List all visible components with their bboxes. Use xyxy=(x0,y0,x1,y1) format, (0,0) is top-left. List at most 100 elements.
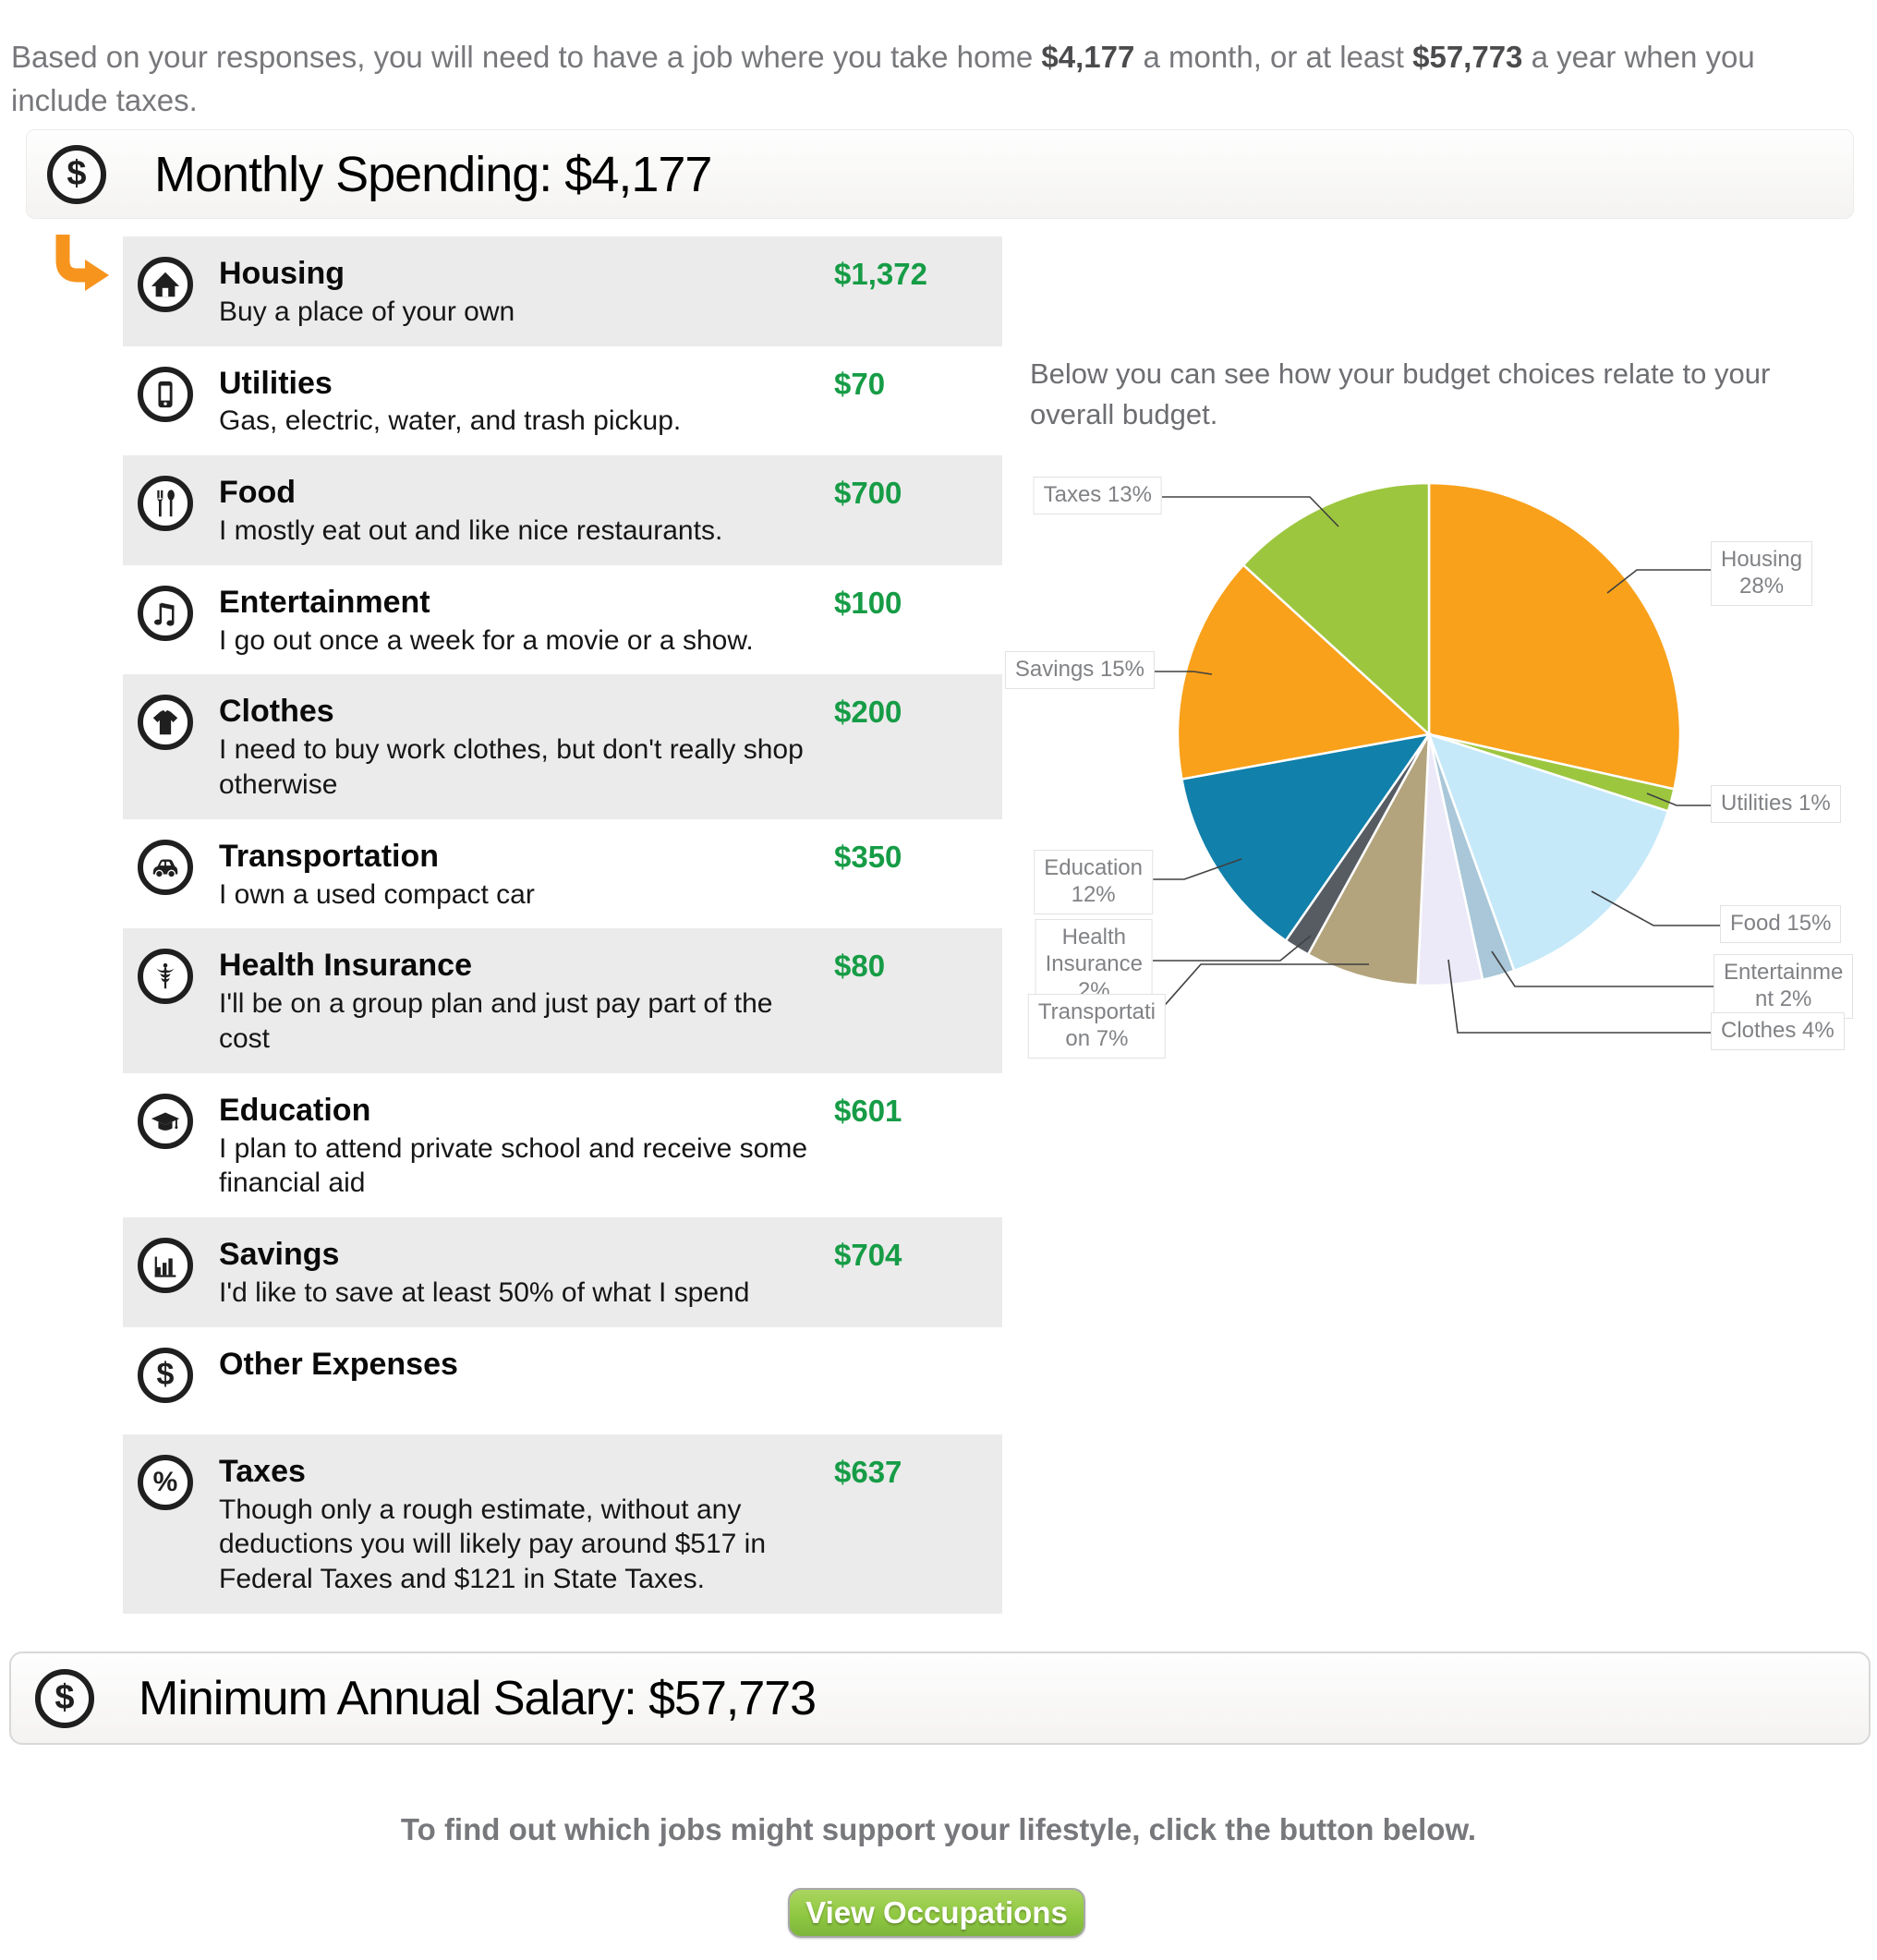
intro-monthly-amount: $4,177 xyxy=(1041,40,1135,74)
category-description: Buy a place of your own xyxy=(219,296,515,327)
budget-pie-chart: Taxes 13% Savings 15% Education 12% Heal… xyxy=(1004,443,1877,1071)
row-taxes[interactable]: % Taxes Though only a rough estimate, wi… xyxy=(123,1434,1002,1614)
caduceus-icon xyxy=(138,949,193,1005)
category-description: I'll be on a group plan and just pay par… xyxy=(219,988,773,1054)
category-description: I'd like to save at least 50% of what I … xyxy=(219,1276,750,1308)
category-name: Food xyxy=(219,475,297,511)
pie-label-savings: Savings 15% xyxy=(1004,651,1155,689)
intro-text: Based on your responses, you will need t… xyxy=(11,36,1854,123)
budget-category-list: Housing Buy a place of your own $1,372 U… xyxy=(123,236,1002,1614)
category-amount: $70 xyxy=(834,366,886,401)
house-icon xyxy=(138,257,193,312)
dollar-icon: $ xyxy=(47,144,106,204)
row-food[interactable]: Food I mostly eat out and like nice rest… xyxy=(123,455,1002,565)
tshirt-icon xyxy=(138,695,193,751)
category-description: I go out once a week for a movie or a sh… xyxy=(219,624,754,656)
category-name: Other Expenses xyxy=(219,1346,458,1382)
row-utilities[interactable]: Utilities Gas, electric, water, and tras… xyxy=(123,345,1002,456)
pie-label-education: Education 12% xyxy=(1034,850,1153,914)
music-note-icon xyxy=(138,585,193,641)
pie-slice-housing[interactable] xyxy=(1427,481,1682,791)
category-name: Utilities xyxy=(219,365,333,401)
pie-slice-education[interactable] xyxy=(1180,732,1432,943)
category-name: Taxes xyxy=(219,1453,306,1489)
intro-part2: a month, or at least xyxy=(1134,40,1413,74)
pie-slice-taxes[interactable] xyxy=(1241,481,1431,737)
dollar-icon: $ xyxy=(138,1347,193,1403)
monthly-spending-header: $ Monthly Spending: $4,177 xyxy=(26,129,1854,219)
row-education[interactable]: Education I plan to attend private schoo… xyxy=(123,1072,1002,1218)
row-other-expenses[interactable]: $ Other Expenses xyxy=(123,1326,1002,1434)
pie-slice-food[interactable] xyxy=(1426,732,1670,973)
category-amount: $704 xyxy=(834,1238,902,1273)
category-amount: $637 xyxy=(834,1454,902,1489)
row-housing[interactable]: Housing Buy a place of your own $1,372 xyxy=(123,236,1002,346)
row-entertainment[interactable]: Entertainment I go out once a week for a… xyxy=(123,564,1002,675)
savings-text: Savings I'd like to save at least 50% of… xyxy=(219,1236,834,1311)
category-name: Clothes xyxy=(219,694,334,730)
category-name: Savings xyxy=(219,1237,340,1273)
taxes-text: Taxes Though only a rough estimate, with… xyxy=(219,1453,834,1597)
category-name: Education xyxy=(219,1092,371,1128)
category-name: Transportation xyxy=(219,838,440,874)
category-amount: $200 xyxy=(834,695,902,730)
pie-label-food: Food 15% xyxy=(1720,905,1842,943)
category-amount: $1,372 xyxy=(834,257,927,291)
pie-slices xyxy=(1176,481,1682,987)
pie-label-entertainment: Entertainme nt 2% xyxy=(1714,954,1854,1019)
clothes-text: Clothes I need to buy work clothes, but … xyxy=(219,693,834,802)
pie-slice-savings[interactable] xyxy=(1176,563,1432,781)
dollar-icon: $ xyxy=(35,1668,94,1728)
entertainment-text: Entertainment I go out once a week for a… xyxy=(219,584,834,659)
bar-chart-icon xyxy=(138,1238,193,1294)
percent-icon: % xyxy=(138,1454,193,1510)
pie-label-clothes: Clothes 4% xyxy=(1711,1012,1845,1050)
category-amount: $80 xyxy=(834,949,886,984)
graduation-cap-icon xyxy=(138,1093,193,1149)
pie-label-housing: Housing 28% xyxy=(1711,541,1813,606)
housing-text: Housing Buy a place of your own xyxy=(219,255,834,330)
utensils-icon xyxy=(138,476,193,532)
category-description: I plan to attend private school and rece… xyxy=(219,1132,808,1199)
utilities-text: Utilities Gas, electric, water, and tras… xyxy=(219,365,834,440)
pie-label-transportation: Transportati on 7% xyxy=(1027,994,1166,1059)
category-name: Entertainment xyxy=(219,584,430,620)
category-amount: $700 xyxy=(834,476,902,511)
category-name: Health Insurance xyxy=(219,948,472,984)
row-transportation[interactable]: Transportation I own a used compact car … xyxy=(123,818,1002,929)
intro-part3: a year when you include taxes. xyxy=(11,40,1755,117)
mobile-phone-icon xyxy=(138,366,193,422)
row-savings[interactable]: Savings I'd like to save at least 50% of… xyxy=(123,1217,1002,1327)
chart-note: Below you can see how your budget choice… xyxy=(1030,357,1771,431)
category-description: I mostly eat out and like nice restauran… xyxy=(219,514,723,546)
pie-label-utilities: Utilities 1% xyxy=(1711,785,1841,823)
category-amount: $100 xyxy=(834,585,902,620)
intro-annual-amount: $57,773 xyxy=(1412,40,1523,74)
category-description: I need to buy work clothes, but don't re… xyxy=(219,734,804,800)
health-insurance-text: Health Insurance I'll be on a group plan… xyxy=(219,947,834,1056)
category-description: I own a used compact car xyxy=(219,878,535,910)
category-name: Housing xyxy=(219,256,345,291)
intro-part1: Based on your responses, you will need t… xyxy=(11,40,1042,74)
category-description: Though only a rough estimate, without an… xyxy=(219,1494,767,1595)
pie-slice-transportation[interactable] xyxy=(1306,733,1431,987)
transportation-text: Transportation I own a used compact car xyxy=(219,838,834,913)
other-expenses-text: Other Expenses xyxy=(219,1346,834,1385)
food-text: Food I mostly eat out and like nice rest… xyxy=(219,474,834,549)
category-amount xyxy=(834,1346,989,1348)
education-text: Education I plan to attend private schoo… xyxy=(219,1092,834,1201)
row-health-insurance[interactable]: Health Insurance I'll be on a group plan… xyxy=(123,928,1002,1073)
minimum-annual-salary-title: Minimum Annual Salary: $57,773 xyxy=(139,1671,817,1725)
minimum-annual-salary-bar: $ Minimum Annual Salary: $57,773 xyxy=(9,1651,1871,1745)
footer-instruction: To find out which jobs might support you… xyxy=(400,1812,1477,1846)
pie-label-taxes: Taxes 13% xyxy=(1033,477,1162,514)
monthly-spending-title: Monthly Spending: $4,177 xyxy=(154,146,712,202)
view-occupations-button[interactable]: View Occupations xyxy=(788,1888,1085,1938)
pie-leader-lines xyxy=(1153,496,1720,1034)
car-icon xyxy=(138,839,193,895)
category-description: Gas, electric, water, and trash pickup. xyxy=(219,405,682,437)
category-amount: $601 xyxy=(834,1093,902,1128)
row-clothes[interactable]: Clothes I need to buy work clothes, but … xyxy=(123,674,1002,819)
selection-arrow-icon xyxy=(55,235,109,291)
category-amount: $350 xyxy=(834,839,902,874)
